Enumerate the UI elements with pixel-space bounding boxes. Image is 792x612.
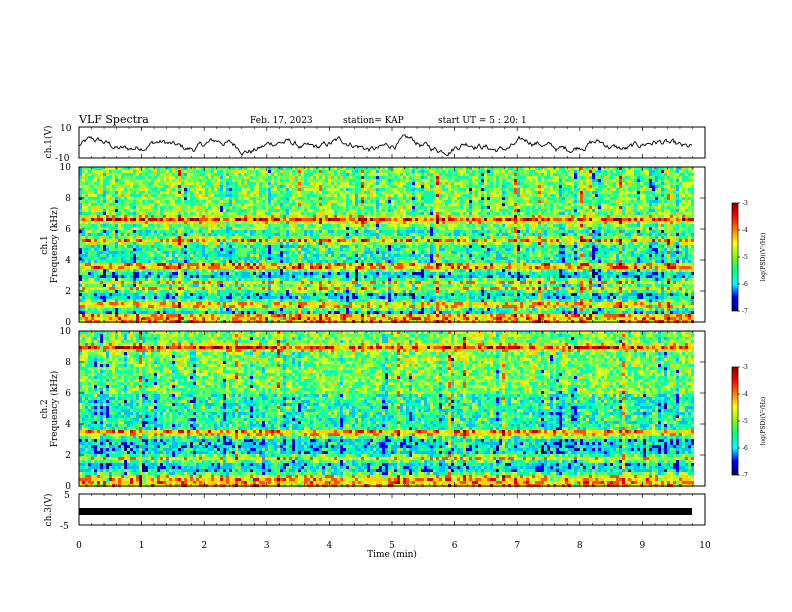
colorbar-tick-label: -3 (742, 364, 748, 371)
ch1-ytick-top: 10 (60, 124, 72, 134)
ch3-ytick-bottom: -5 (60, 522, 69, 532)
colorbar-tick-label: -4 (742, 391, 748, 398)
y-tick-label: 2 (65, 451, 71, 461)
ch1-ylabel: ch.1(V) (43, 126, 54, 159)
ch2-spectrogram-image (79, 331, 694, 487)
x-tick-label: 3 (264, 541, 270, 551)
ch1-spectrogram-ylabel-line1: ch.1 (40, 235, 50, 254)
ch1-waveform-panel: 10 -10 ch.1(V) (43, 124, 705, 164)
colorbar-tick-label: -7 (742, 308, 748, 315)
ch1-colorbar: -3 -4 -5 -6 -7 log(PSD)(V²/Hz) (732, 200, 767, 315)
ch1-waveform-frame (79, 127, 705, 158)
y-tick-label: 6 (65, 225, 71, 235)
ch1-spectrogram-ylabel-line2: Frequency (kHz) (49, 207, 60, 284)
y-tick-label: 8 (65, 194, 71, 204)
x-tick-label: 6 (452, 541, 458, 551)
y-tick-label: 0 (65, 482, 71, 492)
colorbar-tick-label: -3 (742, 200, 748, 207)
y-tick-label: 4 (65, 420, 71, 430)
figure-station: station= KAP (343, 116, 404, 126)
figure-start-time: start UT = 5 : 20: 1 (438, 116, 527, 126)
colorbar-tick-label: -7 (742, 472, 748, 479)
y-tick-label: 10 (60, 163, 72, 173)
colorbar-tick-label: -5 (742, 418, 748, 425)
y-tick-label: 4 (65, 256, 71, 266)
colorbar-tick-label: -6 (742, 281, 748, 288)
x-tick-label: 4 (327, 541, 333, 551)
x-tick-label: 9 (640, 541, 646, 551)
x-tick-label: 5 (389, 541, 395, 551)
y-tick-label: 8 (65, 358, 71, 368)
ch2-spectrogram-ylabel-line1: ch.2 (40, 399, 50, 418)
ch3-ytick-top: 5 (64, 491, 70, 501)
x-tick-label: 10 (699, 541, 711, 551)
colorbar-tick-label: -5 (742, 254, 748, 261)
ch3-ylabel: ch.3(V) (43, 494, 54, 527)
colorbar-gradient (732, 203, 738, 311)
x-tick-label: 0 (76, 541, 82, 551)
ch1-spectrogram-ylabel: ch.1 Frequency (kHz) (40, 207, 60, 284)
x-tick-label: 7 (514, 541, 520, 551)
colorbar-tick-label: -6 (742, 445, 748, 452)
y-tick-label: 2 (65, 287, 71, 297)
ch3-waveform-line (79, 508, 692, 515)
ch2-spectrogram-ylabel: ch.2 Frequency (kHz) (40, 371, 60, 448)
x-tick-label: 1 (139, 541, 145, 551)
ch1-spectrogram-image (79, 167, 694, 323)
colorbar-tick-label: -4 (742, 227, 748, 234)
x-tick-label: 2 (201, 541, 207, 551)
figure-title: VLF Spectra (78, 113, 149, 126)
ch1-waveform-line (79, 135, 692, 156)
y-tick-label: 10 (60, 327, 72, 337)
y-tick-label: 6 (65, 389, 71, 399)
colorbar-label: log(PSD)(V²/Hz) (760, 233, 767, 282)
colorbar-gradient (732, 367, 738, 475)
x-tick-label: 8 (577, 541, 583, 551)
ch2-spectrogram-ylabel-line2: Frequency (kHz) (49, 371, 60, 448)
figure-date: Feb. 17, 2023 (250, 116, 313, 126)
colorbar-label: log(PSD)(V²/Hz) (760, 397, 767, 446)
ch2-spectrogram-panel: ch.2 Frequency (kHz) (40, 331, 705, 487)
ch1-spectrogram-panel: ch.1 Frequency (kHz) (40, 167, 705, 323)
ch2-colorbar: -3 -4 -5 -6 -7 log(PSD)(V²/Hz) (732, 364, 767, 479)
